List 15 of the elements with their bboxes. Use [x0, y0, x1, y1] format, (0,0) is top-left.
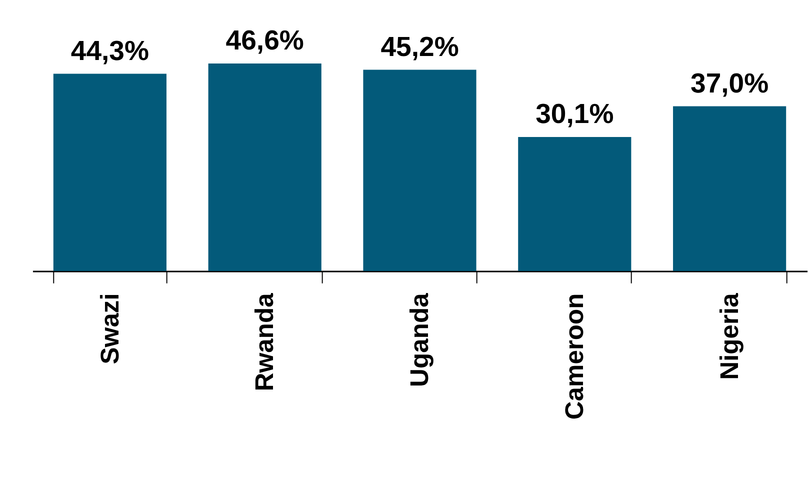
- x-tick-label: Rwanda: [251, 292, 280, 392]
- bar: [363, 70, 476, 272]
- data-label: 44,3%: [70, 34, 149, 66]
- data-label: 45,2%: [380, 30, 459, 62]
- data-label: 30,1%: [536, 98, 614, 130]
- x-tick-label: Uganda: [406, 292, 434, 387]
- bar: [673, 106, 786, 272]
- bar: [208, 64, 322, 272]
- x-tick-label: Cameroon: [561, 293, 590, 420]
- bar: [53, 74, 166, 272]
- data-label: 46,6%: [226, 24, 304, 56]
- x-tick-label: Nigeria: [716, 292, 744, 380]
- bar: [518, 137, 632, 272]
- data-label: 37,0%: [690, 68, 769, 98]
- x-tick-label: Swazi: [96, 293, 124, 364]
